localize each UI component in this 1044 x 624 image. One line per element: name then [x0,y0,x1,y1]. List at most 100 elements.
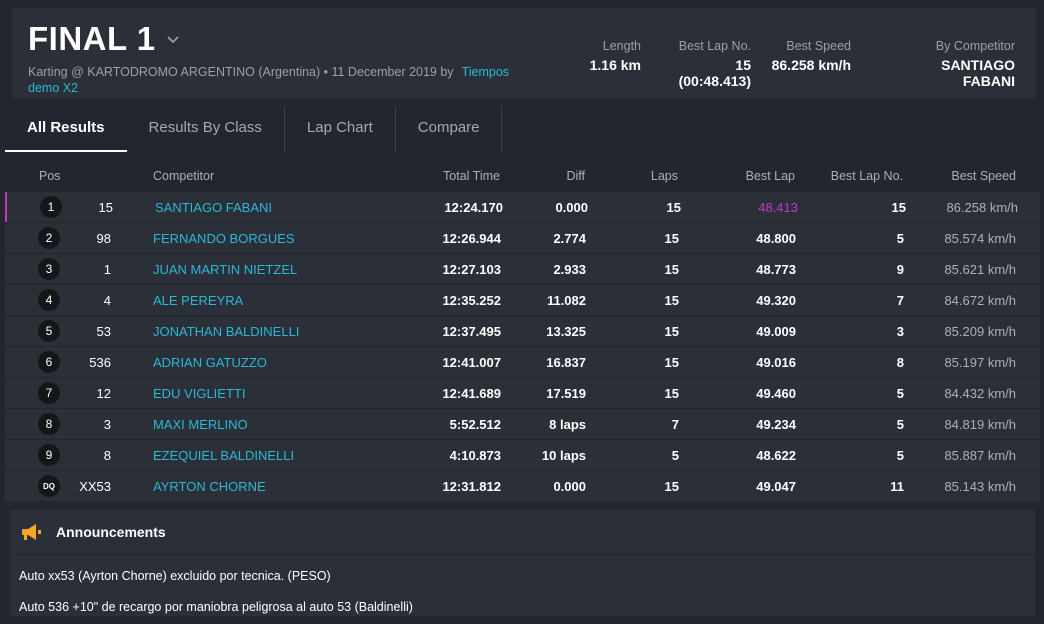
table-row[interactable]: 3 1 JUAN MARTIN NIETZEL 12:27.103 2.933 15 48.… [5,254,1040,284]
kart-number: 98 [96,230,111,246]
position-badge: 6 [38,351,60,373]
best-speed: 84.819 km/h [944,416,1016,432]
stat-value: 15 (00:48.413) [678,57,751,89]
col-best-speed[interactable]: Best Speed [951,169,1016,183]
announcements-title: Announcements [56,524,166,540]
position-badge: 9 [38,444,60,466]
table-row[interactable]: 2 98 FERNANDO BORGUES 12:26.944 2.774 15 48.80… [5,223,1040,253]
competitor-name[interactable]: EZEQUIEL BALDINELLI [153,447,295,463]
table-row[interactable]: 9 8 EZEQUIEL BALDINELLI 4:10.873 10 laps 5 48.… [5,440,1040,470]
position-cell: 3 [38,254,60,284]
title-row: FINAL 1 [28,20,180,58]
best-lap: 48.800 [756,230,796,246]
stat-best-speed: Best Speed 86.258 km/h [771,39,851,89]
best-lap: 49.016 [756,354,796,370]
col-laps[interactable]: Laps [650,169,678,183]
competitor-name[interactable]: SANTIAGO FABANI [155,199,273,215]
tab-results-by-class[interactable]: Results By Class [127,106,285,152]
best-speed: 84.432 km/h [944,385,1016,401]
position-badge: 7 [38,382,60,404]
laps: 15 [664,230,679,246]
stat-value: 1.16 km [589,57,641,73]
session-subtitle: Karting @ KARTODROMO ARGENTINO (Argentin… [28,64,528,96]
best-speed: 85.574 km/h [944,230,1016,246]
organizer-link[interactable]: Tiempos demo X2 [28,65,510,95]
col-diff[interactable]: Diff [566,169,585,183]
col-best-lap[interactable]: Best Lap [745,169,795,183]
competitor-name[interactable]: MAXI MERLINO [153,416,248,432]
laps: 15 [664,478,679,494]
best-lap: 49.460 [756,385,796,401]
announcement-item: Auto xx53 (Ayrton Chorne) excluido por t… [19,569,331,583]
competitor-name[interactable]: EDU VIGLIETTI [153,385,246,401]
table-row[interactable]: 4 4 ALE PEREYRA 12:35.252 11.082 15 49.320 7 84.… [5,285,1040,315]
competitor-name[interactable]: JONATHAN BALDINELLI [153,323,300,339]
kart-number: 4 [103,292,111,308]
table-row[interactable]: 8 3 MAXI MERLINO 5:52.512 8 laps 7 49.234 5 84.8… [5,409,1040,439]
kart-number: 536 [89,354,111,370]
competitor-name[interactable]: JUAN MARTIN NIETZEL [153,261,298,277]
tab-compare[interactable]: Compare [396,106,503,152]
kart-number: 3 [103,416,111,432]
total-time: 12:26.944 [442,230,501,246]
position-cell: 8 [38,409,60,439]
col-total-time[interactable]: Total Time [443,169,500,183]
best-lap-no: 15 [891,199,906,215]
position-badge: 1 [40,196,62,218]
competitor-name[interactable]: FERNANDO BORGUES [153,230,295,246]
position-cell: 1 [40,192,62,222]
best-speed: 85.209 km/h [944,323,1016,339]
competitor-name[interactable]: ADRIAN GATUZZO [153,354,267,370]
diff: 0.000 [553,478,586,494]
table-row[interactable]: 5 53 JONATHAN BALDINELLI 12:37.495 13.325 15 4… [5,316,1040,346]
position-cell: 7 [38,378,60,408]
table-row[interactable]: 7 12 EDU VIGLIETTI 12:41.689 17.519 15 49.460 5… [5,378,1040,408]
best-lap: 49.320 [756,292,796,308]
kart-number: 1 [103,261,111,277]
table-row[interactable]: DQ XX53 AYRTON CHORNE 12:31.812 0.000 15 49.04… [5,471,1040,501]
best-lap-no: 7 [896,292,904,308]
position-badge: DQ [38,475,60,497]
total-time: 12:31.812 [442,478,501,494]
best-speed: 84.672 km/h [944,292,1016,308]
chevron-down-icon[interactable] [166,33,180,47]
page-title: FINAL 1 [28,20,156,57]
total-time: 5:52.512 [449,416,501,432]
position-cell: DQ [38,471,60,501]
stat-value: SANTIAGO FABANI [941,57,1015,89]
diff: 16.837 [546,354,586,370]
table-row[interactable]: 1 15 SANTIAGO FABANI 12:24.170 0.000 15 48.413… [5,192,1040,222]
laps: 15 [664,292,679,308]
competitor-name[interactable]: AYRTON CHORNE [153,478,266,494]
announcements-panel: Announcements Auto xx53 (Ayrton Chorne) … [10,510,1035,616]
competitor-name[interactable]: ALE PEREYRA [153,292,244,308]
diff: 8 laps [549,416,586,432]
position-cell: 6 [38,347,60,377]
col-competitor[interactable]: Competitor [153,169,215,183]
stat-label: By Competitor [935,39,1015,53]
best-lap: 49.047 [756,478,796,494]
tab-lap-chart[interactable]: Lap Chart [285,106,396,152]
announcements-header: Announcements [10,510,1035,555]
diff: 2.933 [553,261,586,277]
best-lap: 49.009 [756,323,796,339]
col-best-lap-no[interactable]: Best Lap No. [830,169,903,183]
total-time: 12:41.689 [442,385,501,401]
total-time: 12:41.007 [442,354,501,370]
tab-all-results[interactable]: All Results [5,106,127,152]
col-pos[interactable]: Pos [39,169,61,183]
stat-length: Length 1.16 km [589,39,641,89]
diff: 11.082 [546,292,586,308]
best-lap-no: 3 [896,323,904,339]
position-badge: 8 [38,413,60,435]
laps: 15 [664,323,679,339]
table-row[interactable]: 6 536 ADRIAN GATUZZO 12:41.007 16.837 15 49.01… [5,347,1040,377]
stat-best-lap: Best Lap No. 15 (00:48.413) [661,39,751,89]
best-lap-no: 5 [896,385,904,401]
laps: 5 [671,447,679,463]
stat-label: Best Lap No. [678,39,751,53]
megaphone-icon [22,524,41,540]
table-header: Pos Competitor Total Time Diff Laps Best… [5,160,1040,192]
laps: 15 [664,385,679,401]
best-speed: 85.887 km/h [944,447,1016,463]
